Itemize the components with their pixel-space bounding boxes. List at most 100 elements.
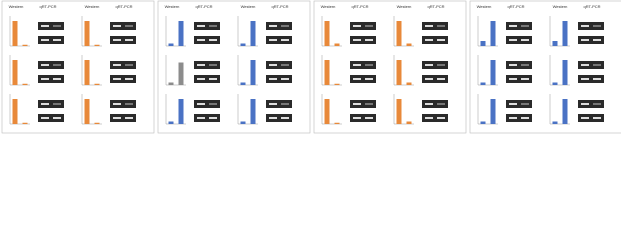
gel-band	[125, 39, 133, 41]
gel-band	[281, 64, 289, 66]
gel-band	[437, 39, 445, 41]
bar	[84, 60, 90, 85]
gel	[266, 22, 292, 30]
gel	[110, 36, 136, 44]
bar	[168, 43, 174, 46]
bar	[334, 43, 340, 46]
gel	[266, 114, 292, 122]
bar	[480, 82, 486, 85]
gel-band	[425, 103, 433, 105]
gel-band	[425, 117, 433, 119]
gel-band	[125, 64, 133, 66]
gel	[506, 36, 532, 44]
bar	[94, 122, 100, 124]
gel-band	[113, 25, 121, 27]
gel-band	[581, 78, 589, 80]
gel	[266, 75, 292, 83]
bar	[84, 99, 90, 124]
gel-band	[269, 78, 277, 80]
bar	[562, 21, 568, 46]
gel	[422, 100, 448, 108]
bar	[334, 83, 340, 85]
gel-band	[209, 117, 217, 119]
gel	[422, 22, 448, 30]
gel-band	[41, 117, 49, 119]
gel-band	[581, 103, 589, 105]
bar	[94, 44, 100, 46]
gel	[266, 61, 292, 69]
bar	[490, 21, 496, 46]
gel-band	[425, 25, 433, 27]
bar	[396, 60, 402, 85]
gel-band	[425, 78, 433, 80]
gel	[110, 114, 136, 122]
gel-band	[281, 103, 289, 105]
bar	[12, 60, 18, 85]
gel-band	[521, 25, 529, 27]
gel-band	[425, 64, 433, 66]
gel-band	[521, 64, 529, 66]
gel-band	[509, 103, 517, 105]
gel	[506, 22, 532, 30]
gel	[578, 36, 604, 44]
gel-band	[269, 103, 277, 105]
gel	[38, 22, 64, 30]
gel	[422, 61, 448, 69]
gel-band	[125, 25, 133, 27]
gel-band	[113, 39, 121, 41]
gel-band	[437, 103, 445, 105]
gel-band	[509, 64, 517, 66]
bar	[324, 21, 330, 46]
gel	[350, 114, 376, 122]
gel	[194, 75, 220, 83]
gel	[578, 61, 604, 69]
bar	[490, 99, 496, 124]
bar	[240, 82, 246, 85]
gel-band	[521, 78, 529, 80]
gel	[110, 75, 136, 83]
bar	[406, 121, 412, 124]
gel-band	[353, 103, 361, 105]
gel-band	[197, 25, 205, 27]
panel	[313, 0, 467, 134]
gel-band	[281, 117, 289, 119]
gel-band	[353, 64, 361, 66]
gel-band	[281, 78, 289, 80]
bar	[324, 60, 330, 85]
bar	[562, 60, 568, 85]
gel-band	[365, 39, 373, 41]
gel	[350, 100, 376, 108]
gel-band	[365, 64, 373, 66]
gel	[110, 100, 136, 108]
gel-band	[197, 64, 205, 66]
bar	[250, 21, 256, 46]
bar	[168, 121, 174, 124]
gel	[194, 61, 220, 69]
gel-band	[53, 39, 61, 41]
gel	[506, 114, 532, 122]
bar	[490, 60, 496, 85]
gel	[506, 100, 532, 108]
gel-band	[41, 25, 49, 27]
header: Western	[397, 4, 412, 9]
bar	[250, 99, 256, 124]
gel-band	[593, 78, 601, 80]
header: qRT-PCR	[427, 4, 444, 9]
gel	[578, 22, 604, 30]
bar	[94, 83, 100, 85]
bar	[552, 41, 558, 46]
gel	[578, 100, 604, 108]
header: qRT-PCR	[115, 4, 132, 9]
bar	[12, 21, 18, 46]
gel-band	[509, 39, 517, 41]
gel-band	[581, 25, 589, 27]
gel-band	[41, 39, 49, 41]
header: qRT-PCR	[507, 4, 524, 9]
bar	[406, 82, 412, 85]
figure: Western qRT-PCR Western qRT-PCR Western qRT-P…	[1, 0, 621, 134]
gel-band	[281, 39, 289, 41]
gel	[194, 36, 220, 44]
gel	[194, 22, 220, 30]
bar	[552, 121, 558, 124]
gel	[578, 114, 604, 122]
